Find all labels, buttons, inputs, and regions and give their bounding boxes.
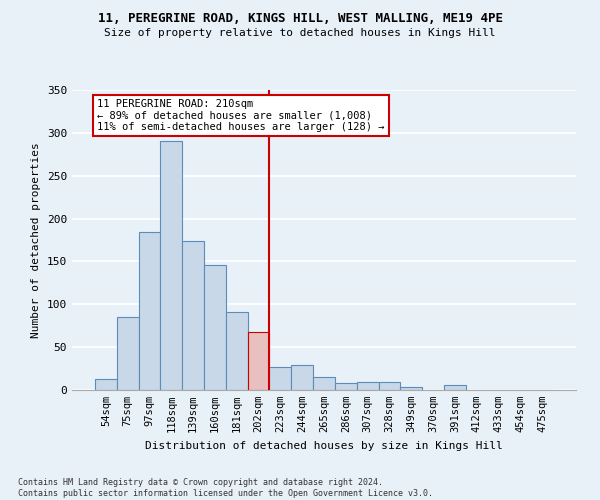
Bar	[117, 317, 139, 390]
Bar	[400, 386, 422, 390]
Bar	[139, 232, 160, 390]
Text: 11 PEREGRINE ROAD: 210sqm
← 89% of detached houses are smaller (1,008)
11% of se: 11 PEREGRINE ROAD: 210sqm ← 89% of detac…	[97, 99, 385, 132]
Y-axis label: Number of detached properties: Number of detached properties	[31, 142, 41, 338]
Bar	[269, 367, 291, 390]
Text: 11, PEREGRINE ROAD, KINGS HILL, WEST MALLING, ME19 4PE: 11, PEREGRINE ROAD, KINGS HILL, WEST MAL…	[97, 12, 503, 26]
Bar	[357, 382, 379, 390]
Bar	[204, 265, 226, 390]
Bar	[379, 382, 400, 390]
Text: Contains HM Land Registry data © Crown copyright and database right 2024.
Contai: Contains HM Land Registry data © Crown c…	[18, 478, 433, 498]
X-axis label: Distribution of detached houses by size in Kings Hill: Distribution of detached houses by size …	[145, 440, 503, 450]
Bar	[444, 385, 466, 390]
Bar	[182, 241, 204, 390]
Bar	[291, 365, 313, 390]
Bar	[313, 377, 335, 390]
Bar	[248, 332, 269, 390]
Bar	[226, 312, 248, 390]
Bar	[160, 142, 182, 390]
Bar	[335, 383, 357, 390]
Bar	[95, 379, 117, 390]
Text: Size of property relative to detached houses in Kings Hill: Size of property relative to detached ho…	[104, 28, 496, 38]
